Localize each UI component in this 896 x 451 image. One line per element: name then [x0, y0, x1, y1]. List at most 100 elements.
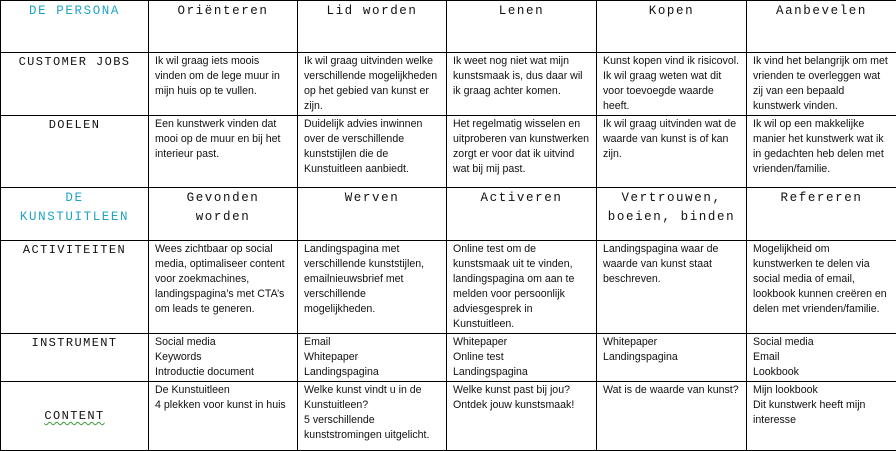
table-cell: Wat is de waarde van kunst?: [597, 382, 747, 451]
cell-text: Duidelijk advies inwinnen over de versch…: [304, 117, 440, 177]
table-row: DOELEN Een kunstwerk vinden dat mooi op d…: [1, 116, 896, 188]
table-row: ACTIVITEITEN Wees zichtbaar op social med…: [1, 241, 896, 334]
cell-text: Ontdek jouw kunstsmaak!: [453, 398, 590, 413]
phase-header: Refereren: [747, 188, 896, 241]
phase-header: Kopen: [597, 1, 747, 53]
row-label: INSTRUMENT: [1, 334, 149, 382]
row-label-text: DE PERSONA: [29, 4, 120, 18]
cell-text: Kunst kopen vind ik risicovol. Ik wil gr…: [603, 54, 740, 114]
cell-text: Activeren: [453, 189, 590, 208]
cell-text: Gevonden worden: [155, 189, 291, 227]
table-cell: Het regelmatig wisselen en uitproberen v…: [447, 116, 597, 188]
cell-text: Landingspagina waar de waarde van kunst …: [603, 242, 740, 287]
table-cell: Wees zichtbaar op social media, optimali…: [149, 241, 298, 334]
cell-text: Ik vind het belangrijk om met vrienden t…: [753, 54, 890, 114]
row-label-text: CONTENT: [44, 409, 104, 423]
row-label: DOELEN: [1, 116, 149, 188]
row-label: CUSTOMER JOBS: [1, 53, 149, 116]
phase-header: Vertrouwen, boeien, binden: [597, 188, 747, 241]
cell-text: Landingspagina: [453, 365, 590, 380]
table-cell: Online test om de kunstsmaak uit te vind…: [447, 241, 597, 334]
cell-text: Landingspagina met verschillende kunstst…: [304, 242, 440, 317]
table-row: CUSTOMER JOBS Ik wil graag iets moois vin…: [1, 53, 896, 116]
table-cell: Ik vind het belangrijk om met vrienden t…: [747, 53, 896, 116]
cell-text: Online test: [453, 350, 590, 365]
table-cell: Kunst kopen vind ik risicovol. Ik wil gr…: [597, 53, 747, 116]
cell-text: Lenen: [453, 2, 590, 21]
table-cell: Een kunstwerk vinden dat mooi op de muur…: [149, 116, 298, 188]
row-label-text: DE KUNSTUITLEEN: [20, 191, 129, 224]
phase-header: Aanbevelen: [747, 1, 896, 53]
cell-text: Wees zichtbaar op social media, optimali…: [155, 242, 291, 317]
cell-text: Mogelijkheid om kunstwerken te delen via…: [753, 242, 890, 317]
cell-text: Email: [753, 350, 890, 365]
cell-text: Whitepaper: [453, 335, 590, 350]
table-cell: Ik wil graag uitvinden wat de waarde van…: [597, 116, 747, 188]
table-cell: Welke kunst vindt u in de Kunstuitleen?5…: [298, 382, 447, 451]
cell-text: Keywords: [155, 350, 291, 365]
row-label: ACTIVITEITEN: [1, 241, 149, 334]
row-label: DE PERSONA: [1, 1, 149, 53]
cell-text: De Kunstuitleen: [155, 383, 291, 398]
cell-text: Social media: [155, 335, 291, 350]
table-cell: Ik wil op een makkelijke manier het kuns…: [747, 116, 896, 188]
cell-text: Kopen: [603, 2, 740, 21]
table-cell: Ik wil graag iets moois vinden om de leg…: [149, 53, 298, 116]
cell-text: Welke kunst past bij jou?: [453, 383, 590, 398]
cell-text: Ik weet nog niet wat mijn kunstsmaak is,…: [453, 54, 590, 99]
cell-text: Wat is de waarde van kunst?: [603, 383, 740, 398]
table-cell: Welke kunst past bij jou?Ontdek jouw kun…: [447, 382, 597, 451]
table-cell: Ik wil graag uitvinden welke verschillen…: [298, 53, 447, 116]
phase-header: Lenen: [447, 1, 597, 53]
cell-text: Dit kunstwerk heeft mijn interesse: [753, 398, 890, 428]
cell-text: Lookbook: [753, 365, 890, 380]
row-label-text: INSTRUMENT: [31, 336, 117, 350]
cell-text: Een kunstwerk vinden dat mooi op de muur…: [155, 117, 291, 162]
cell-text: Werven: [304, 189, 440, 208]
table-cell: Duidelijk advies inwinnen over de versch…: [298, 116, 447, 188]
table-row: DE KUNSTUITLEEN Gevonden worden Werven Acti…: [1, 188, 896, 241]
cell-text: Online test om de kunstsmaak uit te vind…: [453, 242, 590, 332]
table-row: DE PERSONA Oriënteren Lid worden Lenen Kopen…: [1, 1, 896, 53]
cell-text: 4 plekken voor kunst in huis: [155, 398, 291, 413]
phase-header: Activeren: [447, 188, 597, 241]
cell-text: Email: [304, 335, 440, 350]
cell-text: Whitepaper: [603, 335, 740, 350]
row-label-text: ACTIVITEITEN: [23, 243, 126, 257]
cell-text: Ik wil graag iets moois vinden om de leg…: [155, 54, 291, 99]
table-cell: Landingspagina waar de waarde van kunst …: [597, 241, 747, 334]
table-cell: Landingspagina met verschillende kunstst…: [298, 241, 447, 334]
cell-text: Ik wil graag uitvinden welke verschillen…: [304, 54, 440, 114]
row-label-text: CUSTOMER JOBS: [19, 55, 131, 69]
row-label-text: DOELEN: [49, 118, 101, 132]
cell-text: Landingspagina: [304, 365, 440, 380]
phase-header: Lid worden: [298, 1, 447, 53]
cell-text: Landingspagina: [603, 350, 740, 365]
row-label: CONTENT: [1, 382, 149, 451]
table-cell: Ik weet nog niet wat mijn kunstsmaak is,…: [447, 53, 597, 116]
cell-text: Mijn lookbook: [753, 383, 890, 398]
cell-text: Ik wil graag uitvinden wat de waarde van…: [603, 117, 740, 162]
cell-text: Refereren: [753, 189, 890, 208]
phase-header: Gevonden worden: [149, 188, 298, 241]
cell-text: Introductie document: [155, 365, 291, 380]
cell-text: Het regelmatig wisselen en uitproberen v…: [453, 117, 590, 177]
cell-text: Oriënteren: [155, 2, 291, 21]
cell-text: Lid worden: [304, 2, 440, 21]
cell-text: Ik wil op een makkelijke manier het kuns…: [753, 117, 890, 177]
phase-header: Oriënteren: [149, 1, 298, 53]
table-cell: Mogelijkheid om kunstwerken te delen via…: [747, 241, 896, 334]
cell-text: Vertrouwen, boeien, binden: [603, 189, 740, 227]
cell-text: Welke kunst vindt u in de Kunstuitleen?: [304, 383, 440, 413]
cell-text: Aanbevelen: [753, 2, 890, 21]
cell-text: Whitepaper: [304, 350, 440, 365]
